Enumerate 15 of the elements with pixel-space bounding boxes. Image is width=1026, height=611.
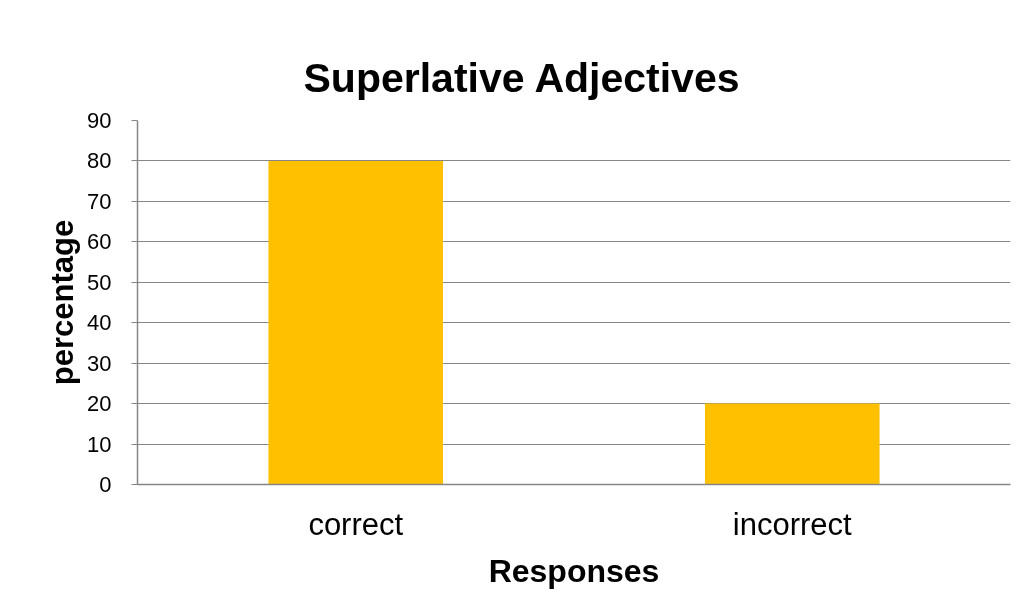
y-tick-label: 90 bbox=[87, 108, 112, 133]
y-tick-label: 10 bbox=[87, 431, 112, 457]
chart-title: Superlative Adjectives bbox=[303, 54, 740, 101]
y-tick-label: 30 bbox=[87, 350, 112, 376]
y-tick-label: 20 bbox=[87, 391, 112, 417]
y-tick-label: 0 bbox=[99, 472, 112, 497]
x-axis-title: Responses bbox=[488, 552, 660, 589]
y-tick-label: 80 bbox=[87, 148, 112, 174]
x-tick-label: correct bbox=[308, 506, 404, 542]
y-axis-title: percentage bbox=[45, 219, 81, 386]
y-tick-label: 70 bbox=[87, 188, 112, 214]
y-tick-label: 50 bbox=[87, 269, 112, 295]
y-tick-label: 40 bbox=[87, 310, 112, 336]
x-tick-label: incorrect bbox=[732, 506, 853, 542]
y-tick-label: 60 bbox=[87, 229, 112, 255]
